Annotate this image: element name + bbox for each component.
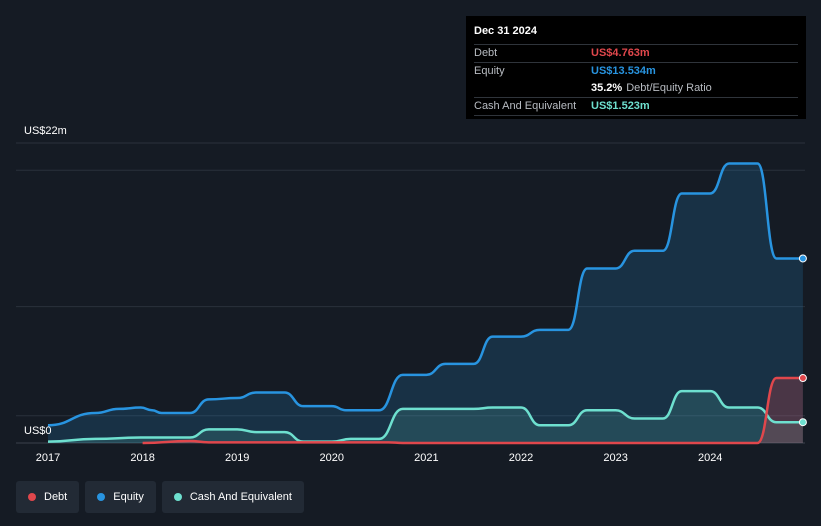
area-layer	[48, 163, 803, 444]
debt-end-dot	[798, 374, 807, 383]
x-tick-label: 2022	[509, 452, 533, 464]
tooltip-ratio-label: Debt/Equity Ratio	[626, 82, 712, 94]
tooltip-equity-row: Equity US$13.534m	[474, 62, 798, 80]
debt-line	[142, 376, 803, 445]
x-tick-label: 2023	[603, 452, 627, 464]
equity-end-dot	[798, 254, 807, 263]
tooltip-cash-row: Cash And Equivalent US$1.523m	[474, 97, 798, 115]
x-tick-label: 2020	[320, 452, 344, 464]
tooltip-equity-label: Equity	[474, 65, 505, 77]
cash-dot-icon	[173, 493, 182, 501]
x-tick-label: 2017	[36, 452, 60, 464]
cash-line	[47, 389, 803, 443]
equity-line	[47, 162, 803, 427]
equity-area	[48, 163, 803, 444]
tooltip-cash-label: Cash And Equivalent	[474, 100, 577, 112]
x-tick-label: 2018	[130, 452, 154, 464]
line-layer	[47, 162, 803, 445]
legend-equity-label: Equity	[113, 491, 144, 503]
tooltip-ratio-value: 35.2%	[591, 82, 623, 94]
debt-dot-icon	[28, 493, 36, 501]
tooltip-debt-label: Debt	[474, 47, 498, 59]
y-axis-bottom-label: US$0	[24, 425, 52, 437]
legend: Debt Equity Cash And Equivalent	[16, 481, 304, 513]
x-tick-label: 2024	[698, 452, 722, 464]
legend-item-debt[interactable]: Debt	[16, 481, 80, 513]
legend-item-equity[interactable]: Equity	[85, 481, 156, 513]
y-axis-top-label: US$22m	[24, 125, 67, 137]
legend-item-cash[interactable]: Cash And Equivalent	[161, 481, 304, 513]
equity-dot-icon	[97, 493, 106, 501]
x-tick-label: 2021	[414, 452, 438, 464]
legend-cash-label: Cash And Equivalent	[189, 491, 292, 503]
tooltip-equity-value: US$13.534m	[591, 65, 656, 77]
end-dot-layer	[798, 254, 807, 427]
legend-debt-label: Debt	[44, 491, 68, 503]
tooltip-cash-value: US$1.523m	[591, 100, 650, 112]
tooltip-ratio-row: 35.2% Debt/Equity Ratio	[474, 80, 798, 97]
tooltip-debt-value: US$4.763m	[591, 47, 650, 59]
x-tick-label: 2019	[225, 452, 249, 464]
tooltip-panel: Dec 31 2024 Debt US$4.763m Equity US$13.…	[466, 16, 806, 119]
tooltip-date: Dec 31 2024	[474, 25, 537, 37]
x-axis-ticks: 2017 2018 2019 2020 2021 2022 2023 2024	[36, 452, 723, 464]
cash-end-dot	[798, 418, 807, 427]
tooltip-debt-row: Debt US$4.763m	[474, 44, 798, 62]
